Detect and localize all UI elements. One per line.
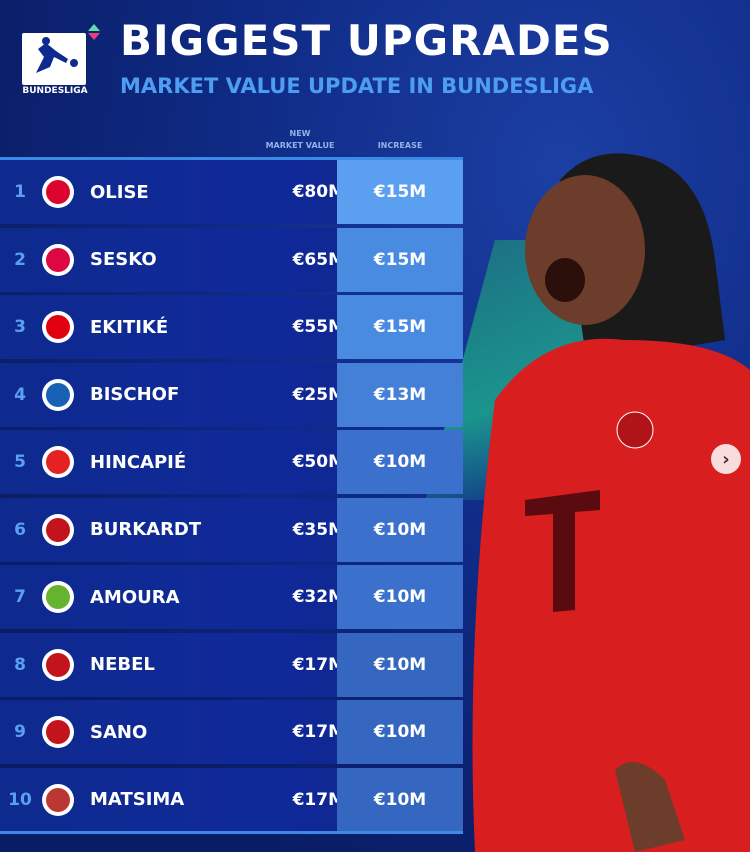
carousel-next-button[interactable]: › xyxy=(711,444,741,474)
club-crest-icon xyxy=(42,378,74,411)
player-name: NEBEL xyxy=(90,654,155,675)
club-crest-icon xyxy=(42,176,74,208)
table-row: 10 MATSIMA €17M €10M xyxy=(0,767,463,832)
value-increase: €10M xyxy=(337,632,463,697)
column-header-line: MARKET VALUE xyxy=(265,141,335,150)
player-name: MATSIMA xyxy=(90,789,185,810)
club-crest-icon xyxy=(42,311,74,343)
chevron-right-icon: › xyxy=(722,448,730,470)
new-market-value: €65M xyxy=(292,249,345,270)
club-crest-icon xyxy=(42,783,74,816)
value-increase: €15M xyxy=(337,227,463,292)
rank: 8 xyxy=(14,654,26,675)
player-name: HINCAPIÉ xyxy=(90,451,187,473)
table-row: 7 AMOURA €32M €10M xyxy=(0,565,463,629)
player-name: OLISE xyxy=(90,181,149,203)
club-crest-icon xyxy=(42,243,74,276)
rank: 1 xyxy=(14,182,26,202)
value-increase: €15M xyxy=(337,160,463,224)
value-increase: €10M xyxy=(337,430,463,494)
player-name: BISCHOF xyxy=(90,384,180,405)
rank: 3 xyxy=(14,317,26,337)
table-row: 6 BURKARDT €35M €10M xyxy=(0,497,463,562)
new-market-value: €17M xyxy=(292,789,345,810)
value-increase: €10M xyxy=(337,565,463,629)
table-row: 8 NEBEL €17M €10M xyxy=(0,632,463,697)
column-header-increase: INCREASE xyxy=(377,141,423,150)
player-name: BURKARDT xyxy=(90,519,202,540)
rank: 4 xyxy=(14,384,26,405)
new-market-value: €17M xyxy=(292,654,345,675)
rank: 10 xyxy=(8,789,32,810)
column-header-new-market-value: NEW MARKET VALUE xyxy=(255,128,345,152)
value-increase: €13M xyxy=(337,362,463,427)
table-row: 5 HINCAPIÉ €50M €10M xyxy=(0,430,463,494)
club-crest-icon xyxy=(42,648,74,681)
table-row: 1 OLISE €80M €15M xyxy=(0,160,463,224)
table-row: 3 EKITIKÉ €55M €15M xyxy=(0,295,463,359)
new-market-value: €32M xyxy=(292,587,345,607)
page-title: BIGGEST UPGRADES xyxy=(120,16,613,65)
value-increase: €10M xyxy=(337,497,463,562)
new-market-value: €25M xyxy=(292,384,345,405)
new-market-value: €50M xyxy=(292,452,345,472)
rank: 6 xyxy=(14,519,26,540)
rank: 7 xyxy=(14,587,26,607)
player-photo xyxy=(472,153,750,852)
up-down-arrows-icon xyxy=(88,24,102,40)
player-name: AMOURA xyxy=(90,586,180,608)
value-increase: €10M xyxy=(337,767,463,832)
table-bottom-divider xyxy=(0,831,463,834)
bundesliga-logo xyxy=(22,33,86,85)
page-subtitle: MARKET VALUE UPDATE IN BUNDESLIGA xyxy=(120,74,594,98)
new-market-value: €55M xyxy=(292,317,345,337)
new-market-value: €35M xyxy=(292,519,345,540)
club-crest-icon xyxy=(42,446,74,478)
table-top-divider xyxy=(0,157,463,160)
rank: 2 xyxy=(14,249,26,270)
club-crest-icon xyxy=(42,513,74,546)
club-crest-icon xyxy=(42,716,74,748)
rank: 5 xyxy=(14,452,26,472)
table-row: 2 SESKO €65M €15M xyxy=(0,227,463,292)
value-increase: €10M xyxy=(337,700,463,764)
rank: 9 xyxy=(14,722,26,742)
new-market-value: €17M xyxy=(292,722,345,742)
value-increase: €15M xyxy=(337,295,463,359)
column-header-line: NEW xyxy=(289,129,311,138)
player-name: SESKO xyxy=(90,249,157,270)
club-crest-icon xyxy=(42,581,74,613)
logo-text: BUNDESLIGA xyxy=(22,86,88,96)
player-name: SANO xyxy=(90,721,148,743)
player-name: EKITIKÉ xyxy=(90,316,169,338)
new-market-value: €80M xyxy=(292,182,345,202)
table-row: 4 BISCHOF €25M €13M xyxy=(0,362,463,427)
table-row: 9 SANO €17M €10M xyxy=(0,700,463,764)
